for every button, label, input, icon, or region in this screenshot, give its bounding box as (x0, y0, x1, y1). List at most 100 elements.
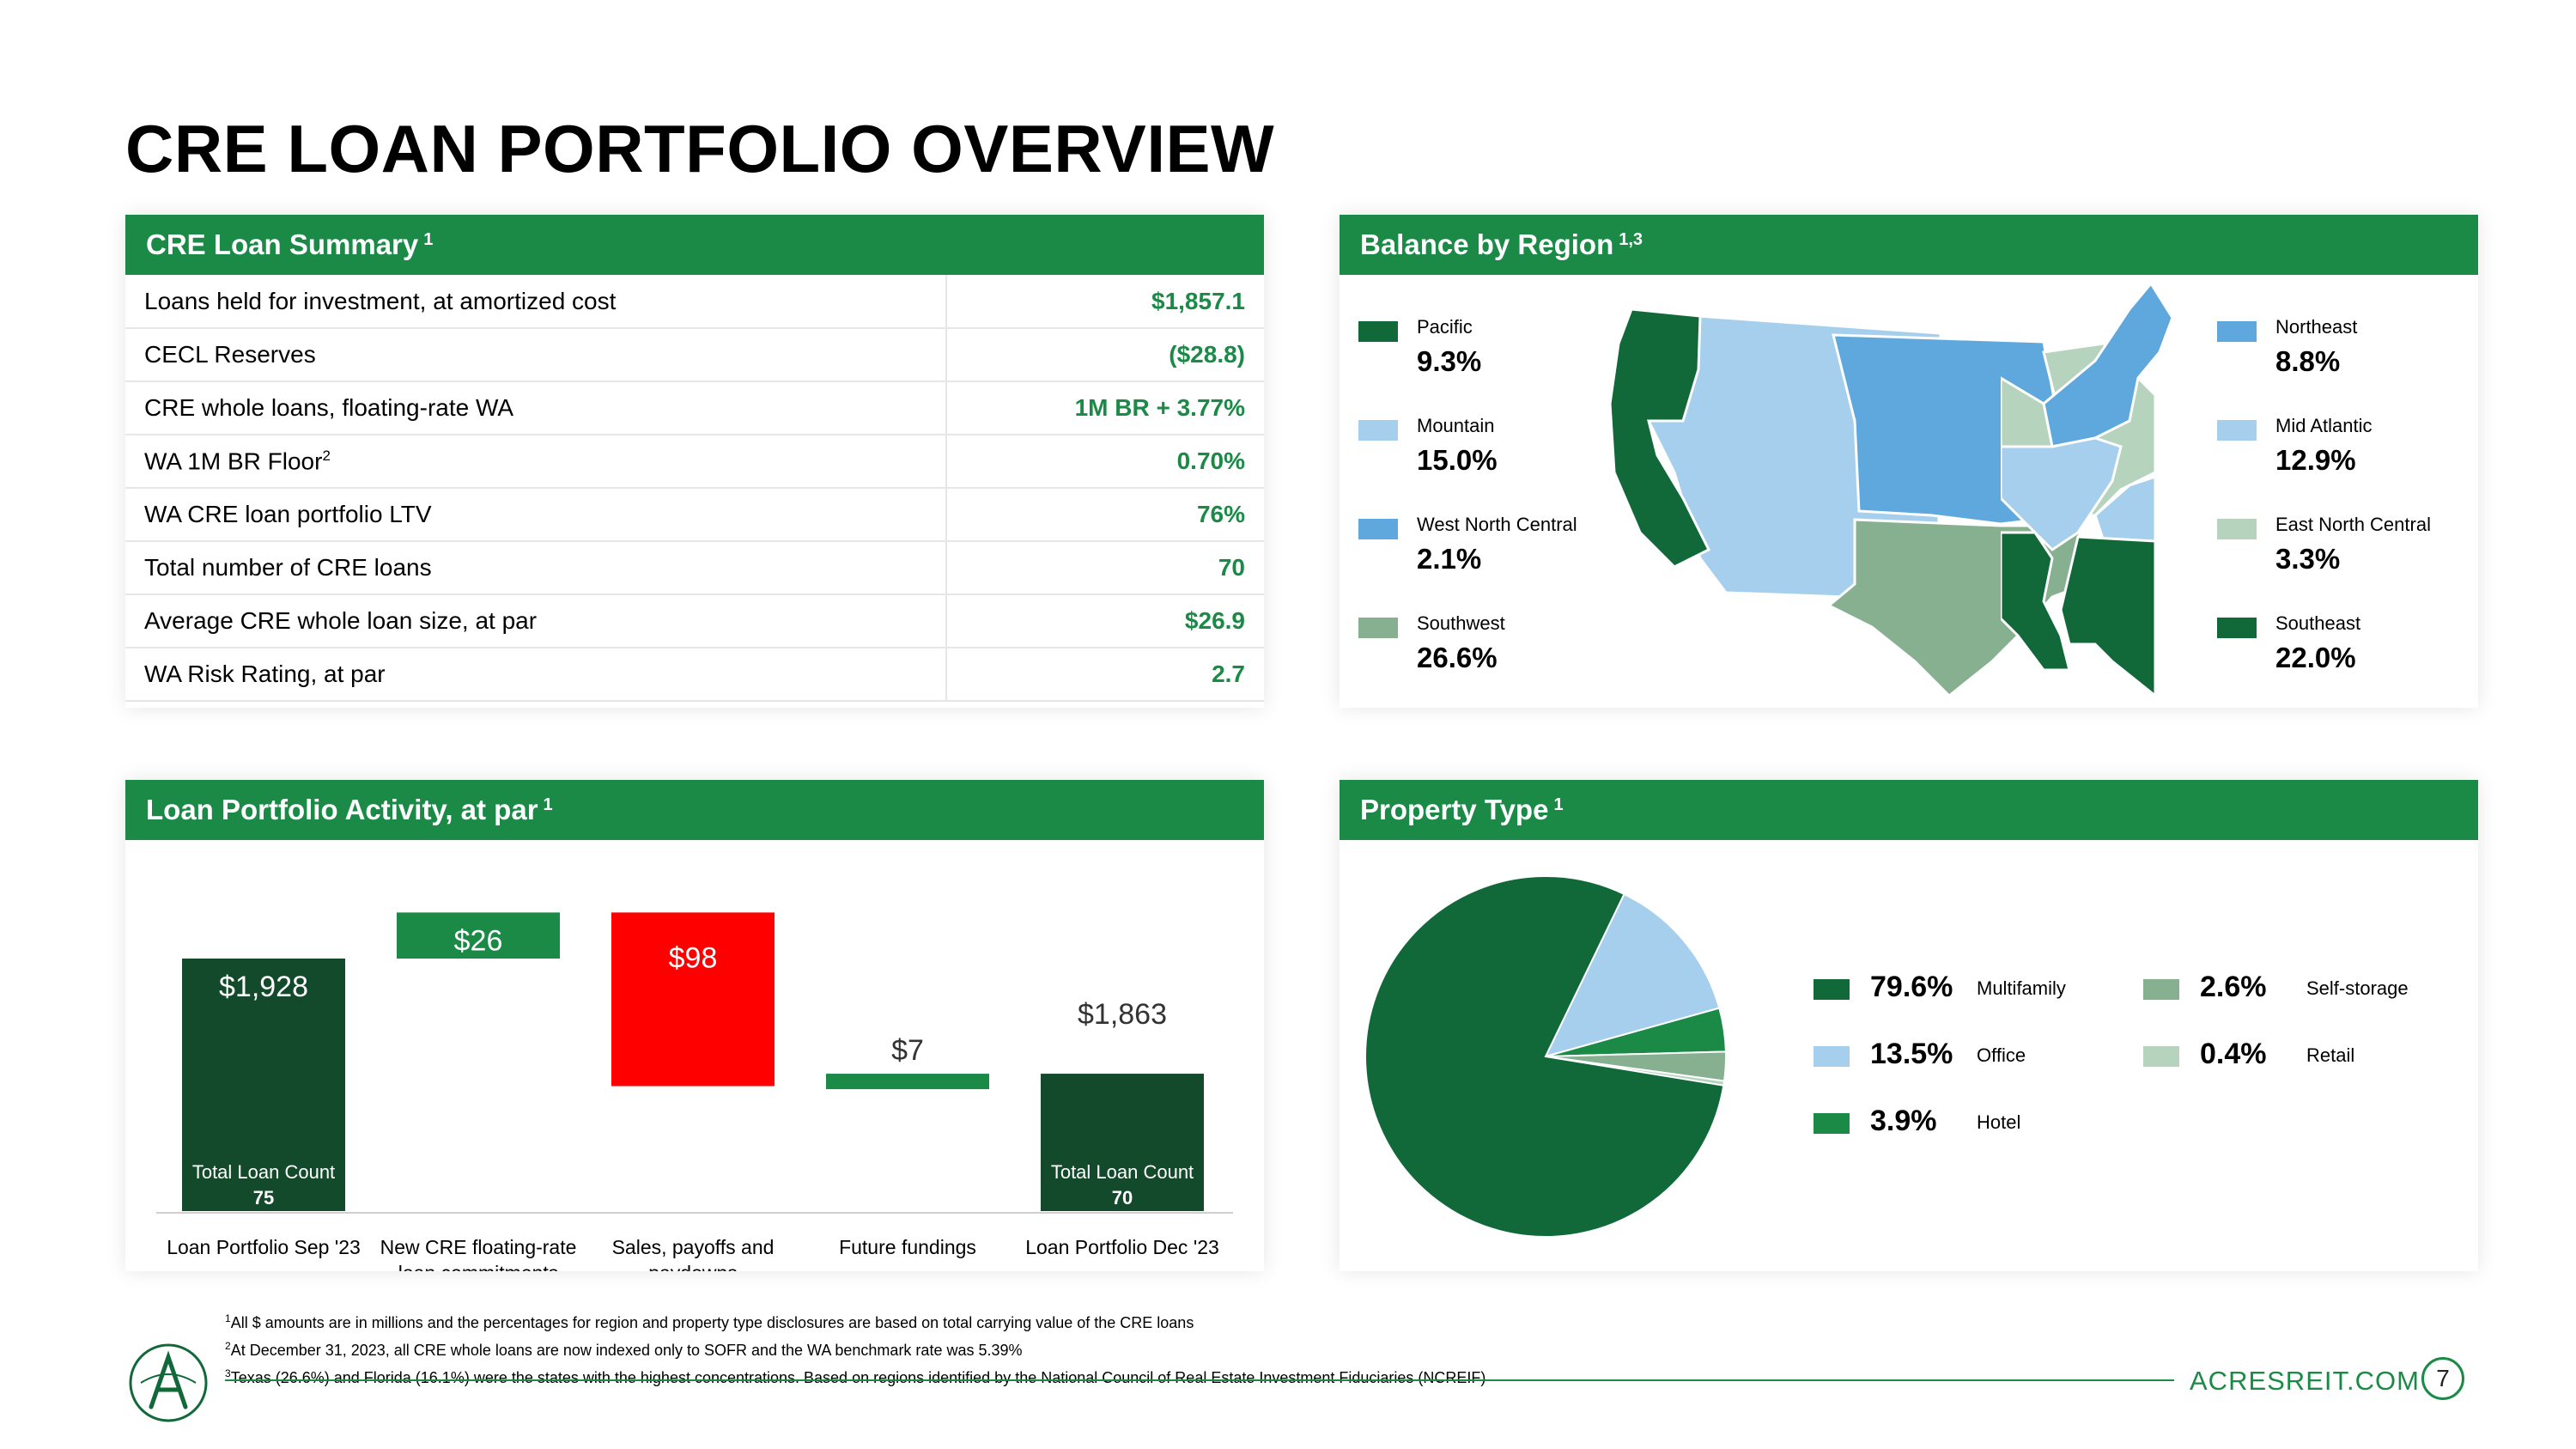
summary-row-value: 70 (945, 541, 1264, 595)
loan-portfolio-activity-footnote-ref: 1 (543, 795, 553, 814)
summary-row-footnote-ref: 2 (322, 447, 331, 464)
property-type-title: Property Type (1360, 794, 1549, 825)
summary-row-value: $1,857.1 (945, 275, 1264, 329)
region-legend-label: Mid Atlantic (2275, 415, 2372, 436)
waterfall-value-label: $98 (669, 941, 718, 974)
property-legend-swatch (2143, 1046, 2179, 1067)
balance-by-region-title: Balance by Region (1360, 228, 1614, 260)
summary-row-label-text: CRE whole loans, floating-rate WA (144, 394, 514, 421)
summary-row-label: WA Risk Rating, at par (125, 648, 946, 702)
cre-loan-summary-header: CRE Loan Summary 1 (125, 215, 1264, 275)
summary-row-label-text: Loans held for investment, at amortized … (144, 287, 617, 314)
summary-row-label: Average CRE whole loan size, at par (125, 594, 946, 648)
summary-row-value: 2.7 (945, 648, 1264, 702)
summary-row-value: 0.70% (945, 435, 1264, 489)
map-region-pacific (1608, 307, 1711, 569)
website-link[interactable]: ACRESREIT.COM (2190, 1366, 2420, 1396)
summary-row: Total number of CRE loans 70 (125, 541, 1264, 595)
property-legend-label: Hotel (1977, 1111, 2021, 1133)
region-legend-swatch (2217, 420, 2257, 441)
region-legend-swatch (1358, 420, 1398, 441)
us-region-map (1608, 307, 2155, 697)
summary-row-label-text: WA 1M BR Floor (144, 447, 323, 475)
summary-row-label: Loans held for investment, at amortized … (125, 275, 946, 329)
footnote: 3Texas (26.6%) and Florida (16.1%) were … (225, 1362, 1485, 1390)
acres-logo-icon (129, 1343, 208, 1422)
footnotes: 1All $ amounts are in millions and the p… (225, 1307, 1485, 1390)
property-legend-percent: 79.6% (1870, 971, 1953, 1003)
region-legend-label: West North Central (1417, 514, 1577, 535)
page-title: CRE LOAN PORTFOLIO OVERVIEW (125, 111, 1275, 186)
region-legend-swatch (1358, 519, 1398, 539)
region-legend-label: Southeast (2275, 612, 2361, 634)
summary-row: CECL Reserves ($28.8) (125, 328, 1264, 382)
region-legend-label: Pacific (1417, 316, 1473, 338)
waterfall-loan-count-label: Total Loan Count (1051, 1161, 1194, 1183)
cre-loan-summary-footnote-ref: 1 (423, 229, 434, 249)
property-legend-percent: 2.6% (2200, 971, 2267, 1003)
waterfall-value-label: $7 (891, 1034, 924, 1067)
footnote: 1All $ amounts are in millions and the p… (225, 1307, 1485, 1335)
map-region-southeast (2059, 535, 2155, 697)
balance-by-region-header: Balance by Region 1,3 (1340, 215, 2478, 275)
footer-divider (225, 1379, 2174, 1381)
footnote-text: All $ amounts are in millions and the pe… (230, 1314, 1194, 1331)
summary-row-label: WA CRE loan portfolio LTV (125, 488, 946, 542)
cre-loan-summary-title: CRE Loan Summary (146, 228, 419, 260)
region-legend-percent: 15.0% (1417, 444, 1498, 476)
waterfall-category-label: Future fundings (839, 1236, 976, 1258)
cre-loan-summary-panel: CRE Loan Summary 1 Loans held for investm… (125, 215, 1264, 708)
footnote-number: 1 (225, 1312, 231, 1324)
region-legend-swatch (2217, 519, 2257, 539)
region-legend-swatch (2217, 321, 2257, 342)
waterfall-category-label: Loan Portfolio Dec '23 (1025, 1236, 1219, 1258)
property-legend-swatch (2143, 979, 2179, 1000)
waterfall-bar (611, 912, 775, 1087)
waterfall-value-label: $1,928 (219, 971, 308, 1003)
waterfall-bar (182, 959, 345, 1211)
region-legend-label: Mountain (1417, 415, 1495, 436)
map-region-northeast (2042, 281, 2172, 448)
waterfall-value-label: $26 (454, 924, 503, 957)
loan-portfolio-waterfall-chart: $1,928 Total Loan Count 75 Loan Portfolio S… (156, 912, 1233, 1271)
waterfall-bar (397, 912, 560, 959)
property-type-footnote-ref: 1 (1553, 795, 1564, 814)
summary-row: WA 1M BR Floor2 0.70% (125, 435, 1264, 489)
property-legend-percent: 3.9% (1870, 1105, 1937, 1137)
footnote-number: 3 (225, 1367, 231, 1379)
region-legend-percent: 3.3% (2275, 543, 2341, 575)
waterfall-category-label: paydowns (648, 1262, 738, 1271)
property-type-pie-chart (1364, 875, 1727, 1238)
property-legend-percent: 0.4% (2200, 1038, 2267, 1070)
waterfall-value-label: $1,863 (1078, 998, 1167, 1031)
waterfall-bar (1041, 1074, 1204, 1211)
property-legend-swatch (1814, 1113, 1850, 1134)
summary-row-value: 1M BR + 3.77% (945, 381, 1264, 435)
waterfall-category-label: New CRE floating-rate (380, 1236, 577, 1258)
page-number: 7 (2421, 1357, 2464, 1400)
loan-portfolio-activity-header: Loan Portfolio Activity, at par 1 (125, 780, 1264, 840)
property-type-header: Property Type 1 (1340, 780, 2478, 840)
property-legend-label: Multifamily (1977, 977, 2066, 999)
footnote-number: 2 (225, 1340, 231, 1352)
summary-row: WA Risk Rating, at par 2.7 (125, 648, 1264, 702)
summary-row-value: 76% (945, 488, 1264, 542)
summary-row-label-text: Average CRE whole loan size, at par (144, 607, 538, 634)
us-region-map-east (2001, 281, 2172, 672)
cre-loan-summary-table: Loans held for investment, at amortized … (125, 275, 1264, 702)
property-legend-label: Office (1977, 1044, 2026, 1066)
region-legend-swatch (2217, 618, 2257, 638)
region-legend-label: East North Central (2275, 514, 2431, 535)
summary-row-label-text: Total number of CRE loans (144, 554, 432, 581)
property-legend-percent: 13.5% (1870, 1038, 1953, 1070)
summary-row-value: $26.9 (945, 594, 1264, 648)
map-region-southeast-east (2001, 531, 2071, 672)
footnote-text: At December 31, 2023, all CRE whole loan… (230, 1342, 1023, 1359)
region-legend-percent: 26.6% (1417, 642, 1498, 673)
pie-slice-office (1544, 892, 1721, 1058)
region-legend-percent: 2.1% (1417, 543, 1482, 575)
property-legend-label: Self-storage (2306, 977, 2409, 999)
waterfall-category-label: Loan Portfolio Sep '23 (167, 1236, 361, 1258)
summary-row-label-text: WA CRE loan portfolio LTV (144, 501, 432, 527)
waterfall-loan-count-value: 70 (1112, 1187, 1133, 1209)
